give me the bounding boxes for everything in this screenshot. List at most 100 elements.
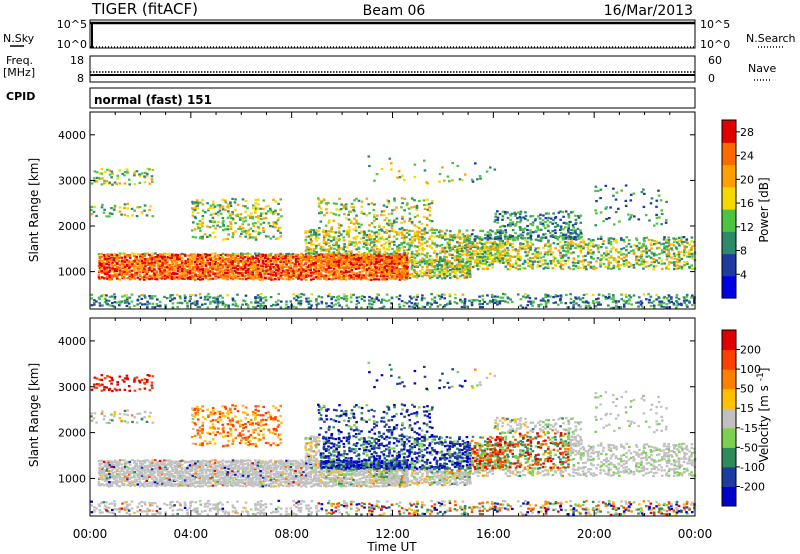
- power-cell-1641: [425, 274, 429, 277]
- power-cell-3263: [498, 231, 502, 234]
- power-cell-1549: [387, 267, 391, 270]
- power-cell-3931: [186, 304, 189, 307]
- power-cell-4413: [652, 300, 656, 303]
- power-cell-3578: [228, 212, 232, 215]
- power-cell-2196: [421, 247, 424, 250]
- power-cell-4254: [498, 300, 502, 303]
- power-cell-4221: [468, 299, 471, 302]
- power-cell-720: [244, 271, 248, 274]
- power-cell-983: [296, 269, 300, 272]
- power-cell-2395: [478, 239, 482, 242]
- power-cell-1430: [387, 269, 391, 272]
- power-cell-2967: [604, 254, 608, 257]
- power-cell-2536: [468, 265, 472, 268]
- power-cell-3215: [686, 262, 689, 265]
- power-cell-2918: [586, 248, 590, 251]
- power-cell-3788: [93, 205, 97, 208]
- power-cell-4164: [412, 296, 416, 299]
- power-cell-2763: [538, 265, 542, 268]
- velocity-cell-34: [103, 462, 107, 465]
- power-cell-2752: [534, 238, 538, 241]
- power-cell-2024: [373, 244, 376, 247]
- power-cell-4396: [638, 296, 641, 299]
- power-cell-3413: [561, 210, 564, 214]
- power-cell-1627: [418, 269, 422, 272]
- power-cell-987: [296, 260, 300, 263]
- power-cell-1062: [312, 258, 316, 261]
- power-cell-2030: [374, 260, 378, 263]
- power-cell-0: [98, 277, 102, 280]
- power-cell-3727: [98, 178, 102, 181]
- power-cell-124: [123, 270, 126, 274]
- power-cell-1576: [400, 277, 404, 280]
- power-cell-2159: [410, 244, 413, 247]
- power-cell-1827: [315, 235, 318, 238]
- power-cell-4607: [400, 206, 403, 209]
- power-cell-3164: [670, 243, 674, 246]
- power-cell-4637: [420, 222, 424, 225]
- power-cell-3471: [191, 207, 194, 210]
- power-cell-2293: [448, 240, 451, 243]
- power-cell-3463: [579, 221, 583, 224]
- power-cell-1794: [308, 241, 311, 244]
- power-cell-1271: [355, 267, 358, 270]
- power-cell-3566: [226, 225, 230, 228]
- power-cell-3540: [216, 214, 220, 217]
- power-cell-3985: [231, 299, 235, 302]
- power-cell-2038: [375, 235, 378, 238]
- power-cell-1989: [364, 257, 368, 260]
- power-cell-2906: [582, 241, 586, 245]
- power-cell-4290: [541, 297, 545, 300]
- power-cell-504: [198, 254, 202, 257]
- power-cell-3420: [564, 210, 568, 213]
- power-cell-4112: [360, 306, 363, 309]
- power-cell-2999: [614, 259, 617, 262]
- power-cell-2731: [528, 260, 532, 263]
- power-cell-2834: [562, 249, 565, 252]
- power-cell-4376: [619, 306, 623, 309]
- power-cell-2748: [534, 253, 538, 256]
- power-cell-3848: [108, 295, 112, 298]
- power-cell-3748: [115, 182, 118, 186]
- power-cell-3204: [681, 236, 684, 239]
- power-cell-4258: [502, 292, 505, 296]
- power-cell-2947: [596, 248, 600, 251]
- power-cell-1685: [437, 260, 441, 263]
- power-cell-3583: [231, 233, 235, 236]
- power-cell-186: [136, 262, 140, 265]
- power-cell-3496: [198, 223, 202, 226]
- power-cell-2415: [486, 255, 489, 259]
- power-cell-3871: [125, 294, 128, 297]
- power-cell-2797: [549, 253, 553, 256]
- power-cell-3206: [683, 263, 686, 267]
- power-cell-4191: [439, 297, 442, 301]
- power-cell-4029: [276, 303, 280, 306]
- velocity-cell-74: [113, 481, 116, 484]
- power-cell-2001: [367, 252, 371, 255]
- power-cell-4583: [388, 222, 392, 225]
- power-cell-1204: [342, 277, 346, 280]
- power-cell-4358: [604, 295, 608, 298]
- power-cell-441: [189, 277, 192, 281]
- power-cell-3494: [199, 229, 202, 232]
- power-cell-2161: [410, 239, 414, 242]
- power-cell-333: [166, 274, 170, 277]
- power-cell-3954: [206, 306, 210, 309]
- power-cell-2370: [471, 245, 474, 248]
- power-cell-269: [153, 272, 156, 275]
- power-cell-465: [191, 255, 194, 258]
- power-cell-3145: [665, 241, 668, 244]
- power-cell-1590: [402, 261, 406, 265]
- power-cell-1982: [363, 242, 366, 245]
- power-cell-3776: [146, 172, 149, 175]
- power-cell-4441: [672, 302, 676, 305]
- cpid-value: normal (fast) 151: [94, 93, 212, 107]
- power-cell-4137: [382, 305, 386, 308]
- power-cell-4556: [367, 203, 370, 206]
- power-cell-2922: [587, 238, 591, 241]
- power-cell-3545: [218, 209, 222, 212]
- power-cell-4670: [605, 217, 608, 221]
- power-cell-972: [295, 265, 298, 268]
- power-cell-259: [151, 266, 154, 269]
- power-cell-3279: [506, 216, 510, 220]
